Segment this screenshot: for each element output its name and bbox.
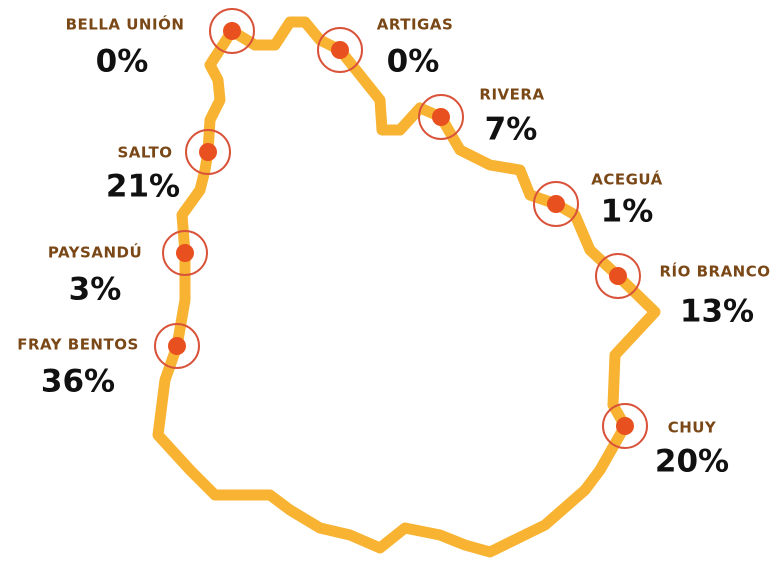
place-share: 0% [96, 44, 149, 80]
marker-dot [168, 337, 186, 355]
marker-dot [547, 195, 565, 213]
place-name: ARTIGAS [377, 16, 454, 34]
place-name: PAYSANDÚ [48, 243, 142, 262]
place-name: BELLA UNIÓN [66, 15, 185, 34]
place-share: 21% [106, 169, 180, 205]
country-outline [152, 16, 661, 558]
points: BELLA UNIÓN 0% ARTIGAS 0% RIVERA 7% ACEGUÁ 1% RÍ… [17, 8, 770, 480]
place-share: 3% [69, 272, 122, 308]
marker-ring [602, 403, 648, 449]
marker-dot [609, 267, 627, 285]
place-name: FRAY BENTOS [17, 336, 139, 354]
marker-ring [162, 230, 208, 276]
marker-ring [209, 8, 255, 54]
marker-dot [223, 22, 241, 40]
place-share: 7% [485, 112, 538, 148]
marker-ring [418, 94, 464, 140]
marker-dot [199, 143, 217, 161]
place-share: 0% [387, 44, 440, 80]
marker-ring [595, 253, 641, 299]
place-share: 1% [601, 194, 654, 230]
marker-dot [616, 417, 634, 435]
marker-dot [331, 41, 349, 59]
place-share: 20% [655, 444, 729, 480]
marker-ring [154, 323, 200, 369]
place-name: RÍO BRANCO [659, 262, 770, 281]
place-share: 13% [680, 294, 754, 330]
marker-ring [185, 129, 231, 175]
marker-ring [317, 27, 363, 73]
marker-dot [176, 244, 194, 262]
marker-dot [432, 108, 450, 126]
place-name: SALTO [118, 144, 173, 162]
place-share: 36% [41, 364, 115, 400]
place-name: RIVERA [479, 86, 544, 104]
marker-ring [533, 181, 579, 227]
place-name: ACEGUÁ [591, 170, 663, 189]
place-name: CHUY [668, 419, 717, 437]
